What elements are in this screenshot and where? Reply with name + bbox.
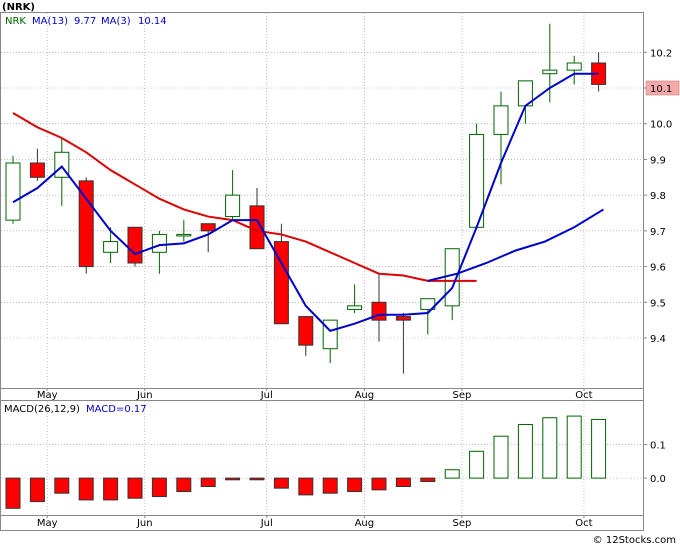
candle-down: [200, 223, 216, 232]
price-x-tick-label: Jun: [136, 390, 153, 401]
price-legend-symbol: NRK: [5, 16, 26, 27]
price-x-tick-label: Oct: [575, 390, 592, 401]
moving-average-lines: [12, 72, 605, 332]
price-y-tick-label: 9.9: [650, 155, 666, 166]
candle-up: [225, 194, 241, 218]
last-price-box: [645, 80, 680, 96]
price-x-tick-label: Jul: [260, 390, 273, 401]
macd-y-tick-label: 0.0: [650, 474, 666, 485]
macd-bar-negative: [371, 477, 387, 491]
price-y-tick-label: 10.0: [650, 120, 672, 131]
macd-bar-negative: [29, 477, 45, 503]
macd-bar-negative: [176, 477, 192, 493]
macd-legend-label: MACD(26,12,9): [4, 404, 80, 415]
macd-bar-negative: [395, 477, 411, 487]
price-legend-ma13-label: MA(13): [32, 16, 68, 27]
price-y-tick-label: 9.7: [650, 227, 666, 238]
candle-up: [420, 298, 436, 310]
macd-legend-value: MACD=0.17: [86, 404, 147, 415]
candle-up: [566, 62, 582, 71]
macd-x-tick-label: May: [37, 518, 58, 529]
ma13-line: [12, 112, 477, 282]
price-x-tick-label: Aug: [355, 390, 375, 401]
macd-bar-negative: [5, 477, 21, 509]
candle-up: [493, 105, 509, 135]
candle-down: [395, 316, 411, 321]
chart-title: (NRK): [2, 2, 35, 13]
price-y-tick-label: 9.4: [650, 334, 666, 345]
macd-grid: [1, 401, 643, 515]
price-legend-ma13-value: 9.77: [74, 16, 96, 27]
ma3-line: [12, 72, 599, 332]
price-grid: [1, 13, 643, 388]
price-y-tick-label: 9.5: [650, 298, 666, 309]
macd-bar-negative: [127, 477, 143, 499]
price-panel-frame: [0, 12, 644, 389]
macd-bar-negative: [298, 477, 314, 496]
macd-x-axis: May Jun Jul Aug Sep Oct: [37, 515, 593, 529]
candle-up: [5, 162, 21, 221]
macd-bar-negative: [54, 477, 70, 494]
macd-x-tick-label: Jun: [136, 518, 153, 529]
price-x-tick-label: Sep: [453, 390, 472, 401]
price-x-tick-label: May: [37, 390, 58, 401]
price-axis-strip: [0, 388, 644, 401]
macd-bar-negative: [78, 477, 94, 501]
macd-bar-negative: [249, 477, 265, 481]
macd-bars: [5, 415, 607, 509]
macd-bar-negative: [225, 477, 241, 481]
macd-bar-positive: [591, 418, 607, 479]
candle-up: [542, 69, 558, 75]
macd-x-tick-label: Sep: [453, 518, 472, 529]
price-y-tick-label: 10.2: [650, 48, 672, 59]
macd-bar-positive: [517, 423, 533, 479]
price-y-tick-label: 9.6: [650, 263, 666, 274]
price-legend-ma3-label: MA(3): [101, 16, 131, 27]
candle-up: [347, 305, 363, 310]
watermark: © 12Stocks.com: [593, 535, 676, 546]
macd-axis-strip: [0, 515, 644, 531]
macd-bar-negative: [420, 477, 436, 482]
candle-down: [298, 316, 314, 346]
macd-bar-positive: [566, 415, 582, 479]
macd-bar-negative: [103, 477, 119, 501]
macd-x-tick-label: Jul: [260, 518, 273, 529]
macd-x-tick-label: Aug: [355, 518, 375, 529]
candle-down: [29, 162, 45, 178]
macd-bar-negative: [151, 477, 167, 498]
price-x-axis: May Jun Jul Aug Sep Oct: [37, 388, 593, 401]
macd-bar-positive: [493, 435, 509, 479]
macd-y-tick-label: 0.1: [650, 441, 666, 452]
price-y-tick-label: 9.8: [650, 191, 666, 202]
candle-up: [176, 233, 192, 237]
macd-bar-positive: [542, 417, 558, 479]
macd-x-tick-label: Oct: [575, 518, 592, 529]
macd-bar-negative: [273, 477, 289, 489]
macd-bar-negative: [322, 477, 338, 494]
macd-bar-positive: [444, 469, 460, 479]
macd-bar-positive: [469, 450, 485, 479]
macd-bar-negative: [347, 477, 363, 493]
candle-up: [103, 241, 119, 253]
macd-y-axis: 0.0 0.1: [643, 441, 666, 485]
candle-down: [127, 226, 143, 264]
candle-down: [273, 241, 289, 325]
candle-up: [151, 233, 167, 253]
macd-bar-negative: [200, 477, 216, 487]
last-price-label: 10.1: [650, 84, 672, 95]
price-legend-ma3-value: 10.14: [138, 16, 167, 27]
